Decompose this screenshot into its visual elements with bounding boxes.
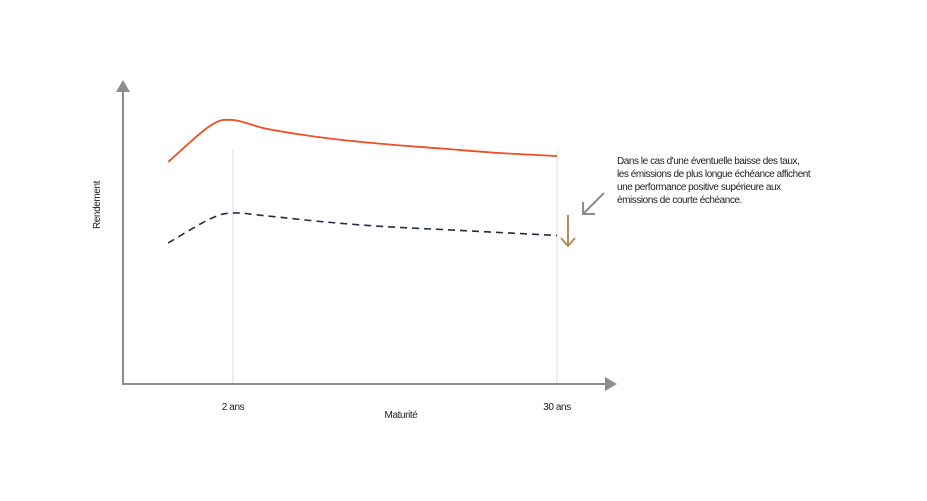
x-tick-label: 2 ans [222, 402, 245, 413]
annotation-text: Dans le cas d'une éventuelle baisse des … [617, 155, 857, 207]
series-line-solid [167, 118, 558, 163]
series-layer [167, 118, 558, 244]
annotation-line: émissions de courte échéance. [617, 195, 742, 206]
annotation-line: une performance positive supérieure aux [617, 182, 781, 193]
x-tick-labels: 2 ans 30 ans [222, 402, 572, 413]
gridlines [232, 150, 558, 384]
down-arrow-icon [560, 215, 576, 248]
axes [116, 80, 617, 391]
x-axis-title: Maturité [385, 410, 419, 421]
annotation-line: Dans le cas d'une éventuelle baisse des … [617, 156, 800, 167]
x-axis-arrowhead [605, 377, 617, 391]
series-line-dashed [167, 212, 558, 244]
y-axis-title: Rendement [92, 180, 103, 229]
annotation-line: les émissions de plus longue échéance af… [617, 169, 811, 180]
y-axis-arrowhead [116, 80, 130, 92]
annotation-pointer-arrow-icon [582, 192, 605, 215]
x-tick-label: 30 ans [543, 402, 571, 413]
